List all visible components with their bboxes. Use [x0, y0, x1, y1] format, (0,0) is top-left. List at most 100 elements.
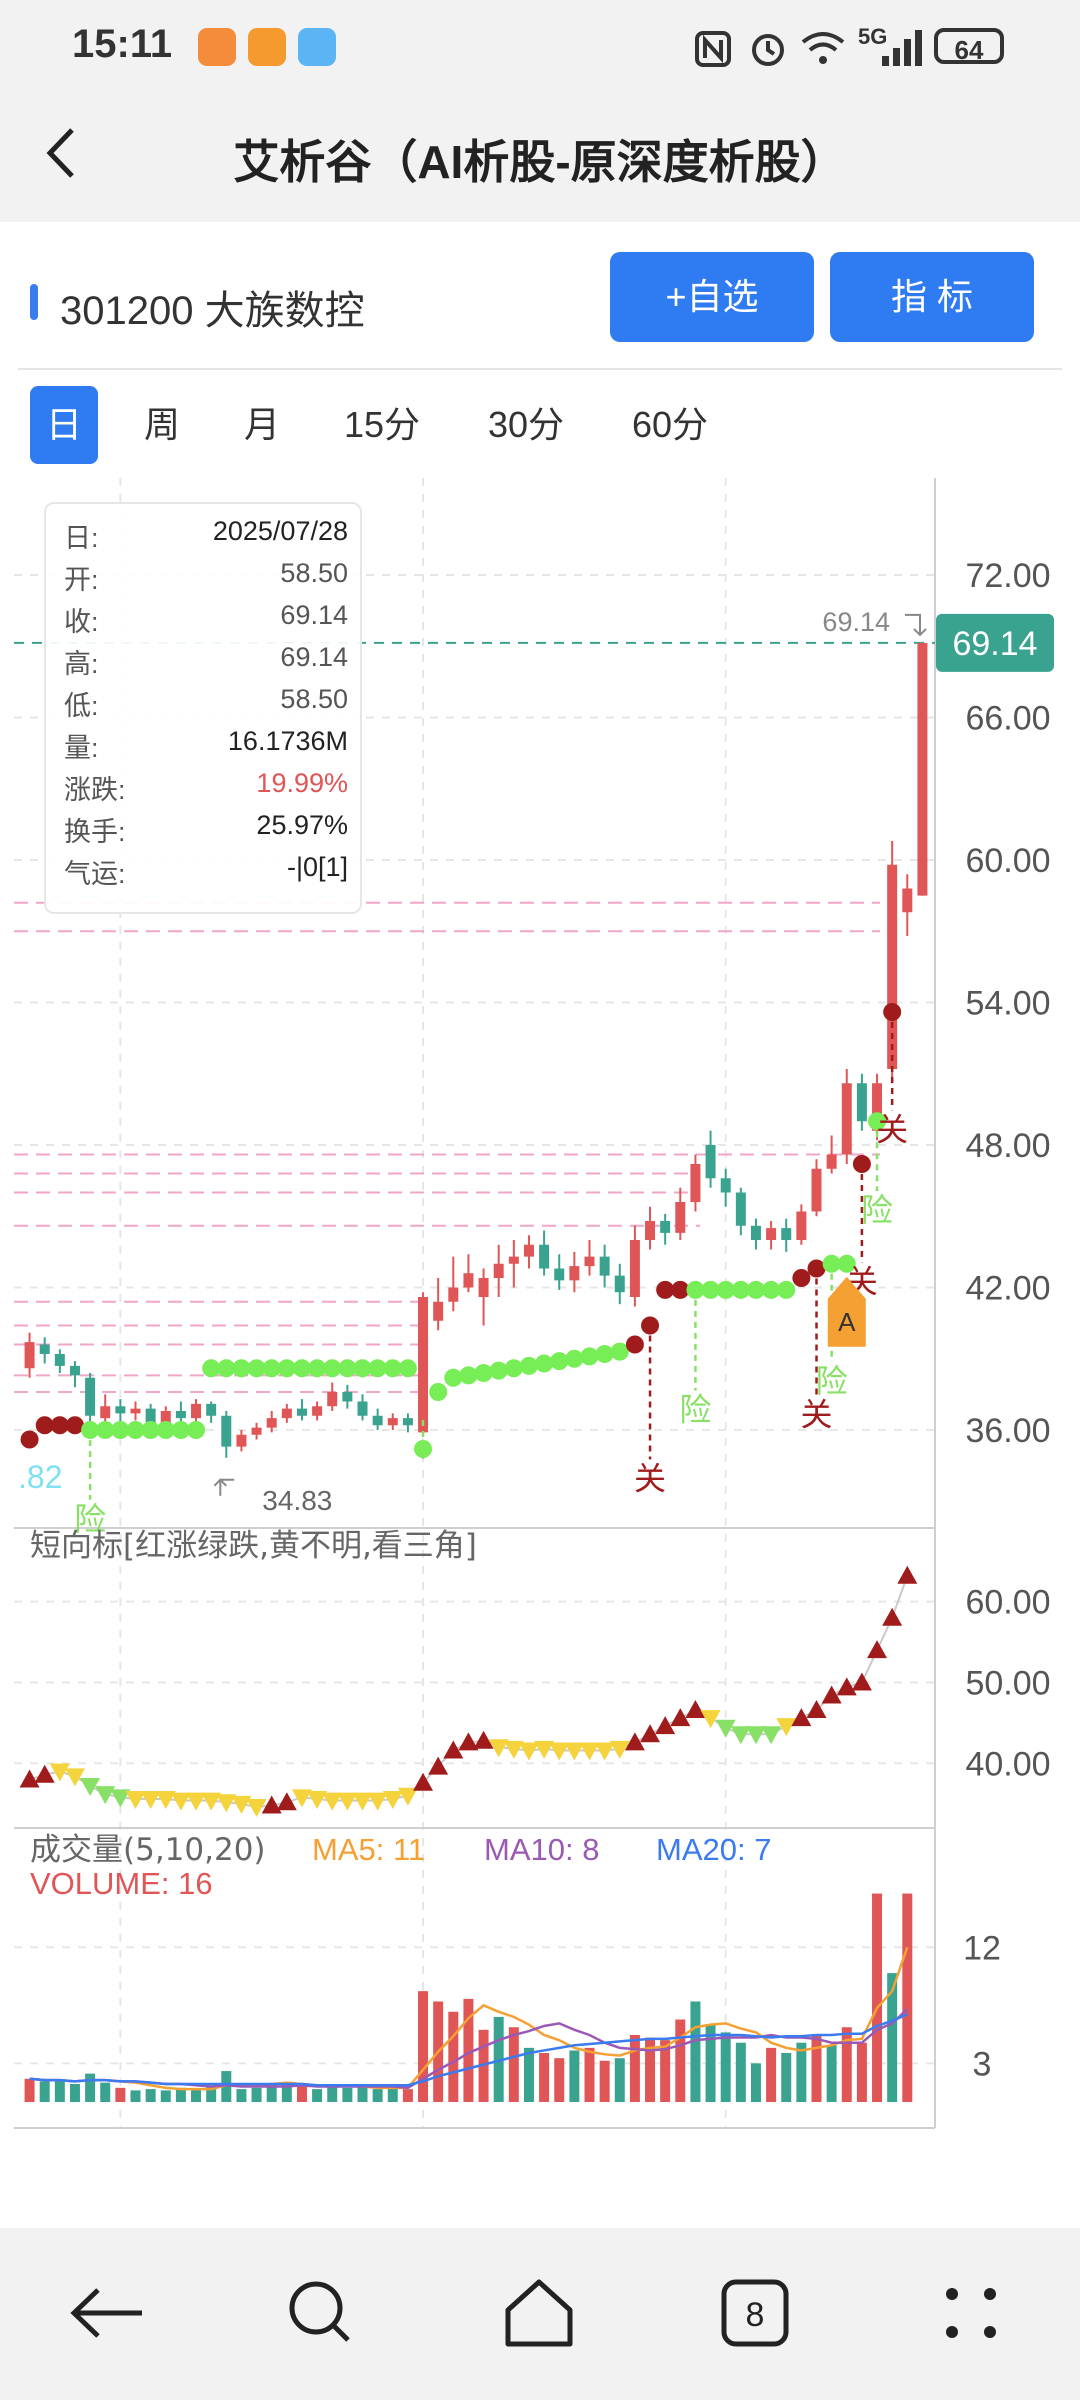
- trend-triangle-icon: [640, 1724, 661, 1743]
- candle: [100, 1394, 111, 1426]
- trend-line: [29, 1575, 909, 1809]
- signal-dot: [656, 1280, 675, 1299]
- candle: [130, 1401, 141, 1421]
- candle-body: [327, 1392, 338, 1407]
- volume-bar: [675, 2019, 686, 2102]
- volume-bar: [69, 2083, 80, 2102]
- candle-body: [902, 888, 913, 913]
- candle-body: [826, 1154, 837, 1169]
- volume-bar: [554, 2058, 565, 2102]
- signal-dot: [686, 1280, 705, 1299]
- signal-dot: [35, 1416, 54, 1435]
- volume-bar: [387, 2087, 398, 2102]
- signal-dot: [81, 1421, 100, 1439]
- candle-body: [493, 1263, 504, 1278]
- trend-triangle-icon: [458, 1732, 479, 1751]
- candle-body: [841, 1083, 852, 1155]
- menu-dots-icon[interactable]: [926, 2268, 1016, 2358]
- candle: [720, 1168, 731, 1207]
- annotation-label: 关: [634, 1459, 666, 1497]
- trend-triangle-icon: [715, 1719, 736, 1738]
- candle-body: [387, 1418, 398, 1426]
- back-arrow-icon[interactable]: [36, 118, 96, 188]
- indicator-button[interactable]: 指 标: [830, 252, 1034, 342]
- candle-body: [766, 1228, 777, 1240]
- candle: [781, 1218, 792, 1252]
- candle-body: [130, 1408, 141, 1414]
- trend-triangle-icon: [882, 1607, 903, 1626]
- signal-dot: [217, 1359, 236, 1378]
- signal-dot: [398, 1359, 417, 1378]
- trend-indicator-chart: 短向标[红涨绿跌,黄不明,看三角] 60.00 50.00 40.00: [14, 1528, 1051, 1829]
- signal-dot: [111, 1421, 130, 1439]
- trend-triangle-icon: [19, 1769, 40, 1788]
- signal-dot: [822, 1254, 841, 1273]
- annotation-label: 关: [800, 1395, 832, 1433]
- tab-30min[interactable]: 30分: [487, 404, 565, 445]
- browser-back-icon[interactable]: [62, 2268, 152, 2358]
- trend-triangle-icon: [624, 1732, 645, 1751]
- signal-dot: [368, 1359, 387, 1378]
- signal-dot: [535, 1354, 554, 1373]
- stock-header: 301200 大族数控 +自选 指 标: [0, 222, 1080, 372]
- volume-bar: [872, 1893, 883, 2102]
- candle: [826, 1135, 837, 1174]
- volume-bar: [750, 2063, 761, 2102]
- candle: [705, 1130, 716, 1188]
- annotation-label: 险: [816, 1362, 848, 1400]
- candle-body: [236, 1434, 247, 1447]
- app-notification-icon: [198, 28, 236, 66]
- trend-triangle-icon: [791, 1708, 812, 1727]
- signal-dot: [277, 1359, 296, 1378]
- volume-bar: [856, 2042, 867, 2102]
- volume-bar: [145, 2089, 156, 2102]
- volume-bar: [523, 2047, 534, 2102]
- info-row-volume: 量: 16.1736M: [64, 726, 348, 763]
- home-icon[interactable]: [494, 2268, 584, 2358]
- add-to-watchlist-button[interactable]: +自选: [610, 252, 814, 342]
- tab-60min[interactable]: 60分: [631, 404, 709, 445]
- signal-dot: [141, 1421, 160, 1439]
- candle: [327, 1382, 338, 1411]
- candle: [569, 1251, 580, 1293]
- candle-body: [554, 1268, 565, 1281]
- candle: [645, 1206, 656, 1250]
- signal-dot: [323, 1359, 342, 1378]
- candle-body: [856, 1083, 867, 1122]
- volume-bar: [236, 2089, 247, 2102]
- tab-week[interactable]: 周: [143, 404, 180, 445]
- info-row-low: 低: 58.50: [64, 684, 348, 721]
- trend-triangle-icon: [685, 1700, 706, 1718]
- tabs-icon[interactable]: 8: [710, 2268, 800, 2358]
- trend-triangle-icon: [897, 1565, 918, 1584]
- candle-body: [115, 1406, 126, 1414]
- candle-body: [100, 1406, 111, 1419]
- volume-bar: [418, 1991, 429, 2102]
- volume-bar: [720, 2032, 731, 2102]
- trend-triangle-icon: [670, 1708, 691, 1727]
- trend-triangle-icon: [564, 1742, 585, 1761]
- volume-bar: [705, 2024, 716, 2102]
- trend-triangle-icon: [110, 1789, 131, 1808]
- search-icon[interactable]: [276, 2268, 366, 2358]
- info-row-high: 高: 69.14: [64, 642, 348, 679]
- candle: [191, 1399, 202, 1423]
- volume-legend-item: MA20: 7: [656, 1832, 771, 1867]
- candle: [372, 1408, 383, 1430]
- signal-dot: [595, 1345, 614, 1363]
- tab-15min[interactable]: 15分: [343, 404, 421, 445]
- status-time: 15:11: [72, 22, 173, 66]
- candle-body: [342, 1392, 353, 1402]
- annotation-label: 险: [74, 1500, 106, 1538]
- tab-day[interactable]: 日: [30, 386, 98, 464]
- tab-month[interactable]: 月: [243, 404, 280, 445]
- y-tick-label: 48.00: [965, 1127, 1050, 1165]
- candle: [690, 1154, 701, 1212]
- signal-dot: [777, 1280, 796, 1299]
- volume-bar: [508, 2027, 519, 2102]
- candle-body: [296, 1408, 307, 1416]
- volume-bar: [811, 2034, 822, 2102]
- signal-dot: [383, 1359, 402, 1378]
- y-tick-label: 60.00: [965, 842, 1050, 880]
- volume-bar: [191, 2089, 202, 2102]
